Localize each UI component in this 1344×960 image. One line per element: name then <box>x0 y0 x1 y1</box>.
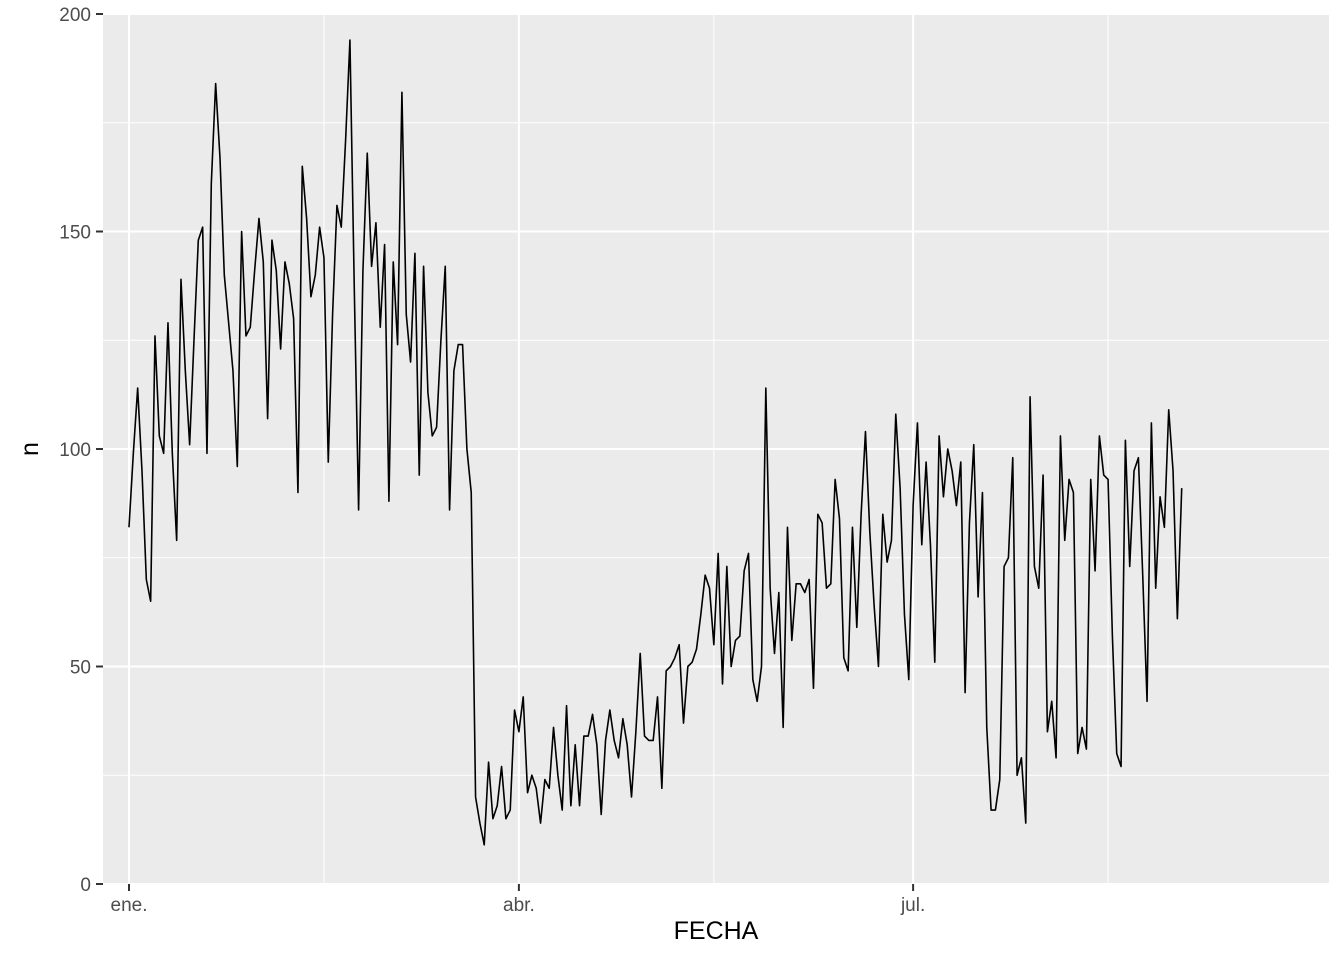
x-tick-label: jul. <box>900 895 925 916</box>
y-tick-label: 0 <box>80 875 91 896</box>
y-axis: 0 50 100 150 200 <box>59 5 103 896</box>
y-tick-label: 50 <box>70 658 91 679</box>
series-layer <box>128 39 1183 846</box>
x-tick-label: abr. <box>503 895 535 916</box>
y-tick-label: 200 <box>59 5 91 26</box>
y-tick-label: 100 <box>59 440 91 461</box>
y-axis-title: n <box>16 442 44 456</box>
x-axis: ene. abr. jul. <box>111 884 925 916</box>
x-axis-title: FECHA <box>674 917 759 945</box>
x-tick-label: ene. <box>111 895 148 916</box>
series-line-0 <box>128 39 1183 846</box>
y-tick-label: 150 <box>59 223 91 244</box>
